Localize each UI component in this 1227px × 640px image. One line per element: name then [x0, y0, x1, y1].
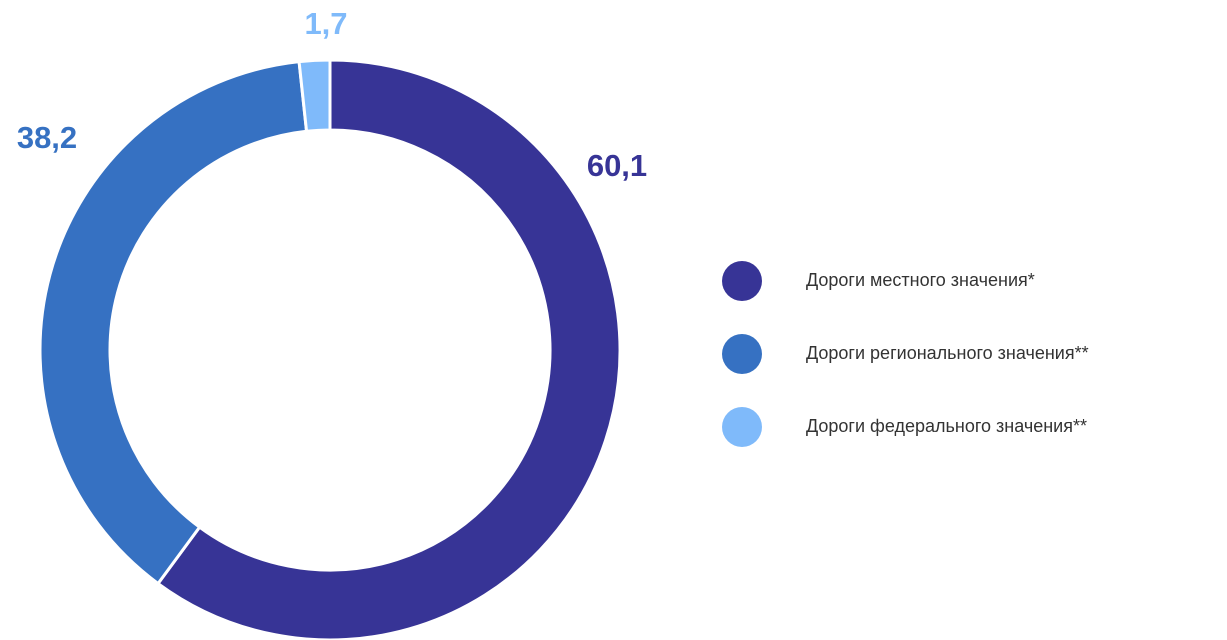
donut-segment	[38, 59, 309, 586]
legend-marker	[722, 334, 762, 374]
legend-label: Дороги местного значения*	[806, 270, 1035, 290]
legend-marker	[722, 407, 762, 447]
value-label: 38,2	[17, 120, 77, 155]
donut-segment	[297, 58, 332, 133]
legend-label: Дороги федерального значения**	[806, 416, 1087, 436]
legend-label: Дороги регионального значения**	[806, 343, 1089, 363]
value-label: 60,1	[587, 148, 647, 183]
legend-marker	[722, 261, 762, 301]
value-label: 1,7	[304, 6, 347, 41]
donut-segment	[155, 58, 622, 640]
